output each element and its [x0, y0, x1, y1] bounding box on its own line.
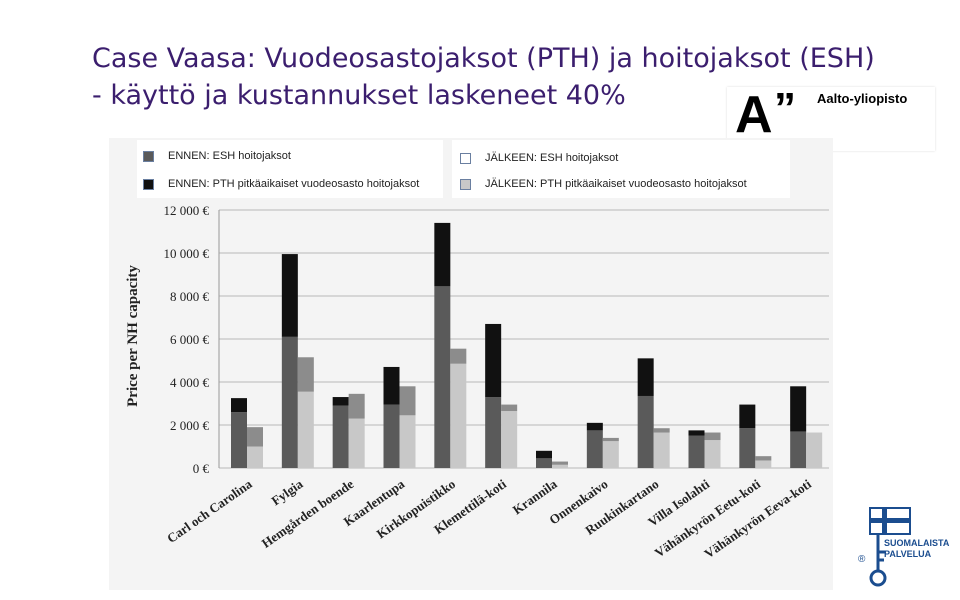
bar-ennen-esh	[586, 430, 603, 468]
bar-jalkeen-esh	[755, 460, 772, 468]
legend-left: ENNEN: ESH hoitojaksot ENNEN: PTH pitkäa…	[137, 140, 443, 198]
bar-ennen-esh	[536, 458, 552, 468]
bar-ennen-pth	[383, 366, 400, 405]
slide-title-line2: - käyttö ja kustannukset laskeneet 40%	[92, 80, 626, 111]
bar-ennen-esh	[637, 395, 654, 468]
bar-ennen-esh	[688, 435, 705, 468]
x-tick-label: Carl och Carolina	[164, 476, 255, 546]
bar-jalkeen-pth	[755, 456, 772, 461]
bar-ennen-pth	[637, 358, 654, 396]
y-axis-label: Price per NH capacity	[125, 265, 141, 407]
legend-swatch-ennen-pth	[143, 178, 154, 190]
bar-jalkeen-esh	[348, 418, 365, 468]
bar-jalkeen-esh	[247, 446, 263, 468]
bar-jalkeen-pth	[348, 393, 365, 419]
slide-title-line1: Case Vaasa: Vuodeosastojaksot (PTH) ja h…	[92, 43, 875, 74]
bar-jalkeen-pth	[247, 427, 263, 447]
x-tick-label: Hemgården boende	[259, 476, 357, 551]
y-tick-label: 2 000 €	[170, 418, 210, 433]
legend-right: JÄLKEEN: ESH hoitojaksot JÄLKEEN: PTH pi…	[452, 140, 790, 198]
legend-swatch-ennen-esh	[143, 150, 154, 162]
y-tick-label: 12 000 €	[164, 203, 210, 218]
aalto-logo-mark: A	[735, 86, 773, 144]
suomalaista-palvelua-logo: ® SUOMALAISTA PALVELUA	[840, 502, 949, 590]
legend-item-ennen-pth: ENNEN: PTH pitkäaikaiset vuodeosasto hoi…	[143, 178, 419, 190]
bar-ennen-pth	[688, 430, 705, 436]
legend-swatch-jalkeen-esh	[460, 152, 471, 164]
bar-jalkeen-esh	[806, 432, 823, 468]
bar-ennen-esh	[434, 286, 451, 468]
legend-label-ennen-esh: ENNEN: ESH hoitojaksot	[168, 150, 291, 162]
bar-ennen-pth	[739, 404, 756, 429]
y-tick-label: 10 000 €	[164, 246, 210, 261]
x-tick-label: Fylgia	[269, 476, 306, 508]
bar-ennen-esh	[790, 431, 807, 468]
legend-item-jalkeen-pth: JÄLKEEN: PTH pitkäaikaiset vuodeosasto h…	[460, 178, 747, 190]
bar-ennen-pth	[536, 450, 552, 459]
bar-jalkeen-pth	[552, 461, 568, 465]
bar-ennen-esh	[332, 405, 349, 468]
bar-jalkeen-esh	[450, 363, 467, 468]
legend-item-jalkeen-esh: JÄLKEEN: ESH hoitojaksot	[460, 152, 618, 164]
y-tick-label: 4 000 €	[170, 375, 210, 390]
legend-swatch-jalkeen-pth	[460, 178, 471, 190]
bar-ennen-pth	[485, 323, 502, 398]
bar-jalkeen-esh	[297, 391, 314, 468]
bar-jalkeen-esh	[399, 415, 416, 468]
bar-jalkeen-pth	[501, 404, 518, 412]
bar-ennen-pth	[281, 254, 298, 337]
bar-jalkeen-esh	[602, 441, 619, 468]
legend-label-jalkeen-pth: JÄLKEEN: PTH pitkäaikaiset vuodeosasto h…	[485, 178, 747, 190]
registered-mark: ®	[858, 554, 866, 565]
aalto-logo-text: Aalto-yliopisto	[817, 91, 908, 106]
bar-jalkeen-pth	[653, 428, 670, 433]
legend-label-jalkeen-esh: JÄLKEEN: ESH hoitojaksot	[485, 152, 619, 164]
chart-area: ENNEN: ESH hoitojaksot ENNEN: PTH pitkäa…	[109, 138, 833, 590]
bar-jalkeen-pth	[297, 357, 314, 392]
bar-ennen-pth	[790, 386, 807, 432]
slide-title: Case Vaasa: Vuodeosastojaksot (PTH) ja h…	[92, 40, 875, 114]
bar-ennen-esh	[485, 397, 502, 468]
bar-chart: Price per NH capacity 0 € 2 000 € 4 000 € 6…	[125, 203, 829, 561]
bar-jalkeen-pth	[602, 437, 619, 442]
bar-jalkeen-pth	[399, 386, 416, 416]
bar-jalkeen-pth	[450, 348, 467, 364]
bar-ennen-pth	[332, 397, 349, 406]
y-tick-label: 6 000 €	[170, 332, 210, 347]
bar-jalkeen-esh	[501, 411, 518, 468]
finnish-logo-text-line2: PALVELUA	[884, 549, 932, 559]
bar-jalkeen-esh	[552, 464, 568, 468]
bar-ennen-esh	[281, 336, 298, 468]
bar-ennen-esh	[739, 428, 756, 468]
aalto-logo-quote: ”	[774, 84, 796, 133]
bar-ennen-esh	[383, 404, 400, 468]
y-tick-label: 0 €	[193, 461, 210, 476]
bar-ennen-esh	[231, 412, 247, 468]
finnish-logo-text: SUOMALAISTA PALVELUA	[884, 538, 949, 560]
aalto-logo: A ” Aalto-yliopisto	[727, 87, 935, 151]
key-flag-icon	[869, 507, 911, 587]
bar-jalkeen-esh	[653, 432, 670, 468]
y-tick-label: 8 000 €	[170, 289, 210, 304]
bar-ennen-pth	[231, 398, 247, 413]
bar-jalkeen-pth	[704, 432, 721, 441]
legend-label-ennen-pth: ENNEN: PTH pitkäaikaiset vuodeosasto hoi…	[168, 178, 420, 190]
bar-ennen-pth	[434, 222, 451, 287]
finnish-logo-text-line1: SUOMALAISTA	[884, 538, 950, 548]
bar-ennen-pth	[586, 422, 603, 431]
legend-item-ennen-esh: ENNEN: ESH hoitojaksot	[143, 150, 291, 162]
bar-jalkeen-esh	[704, 440, 721, 468]
